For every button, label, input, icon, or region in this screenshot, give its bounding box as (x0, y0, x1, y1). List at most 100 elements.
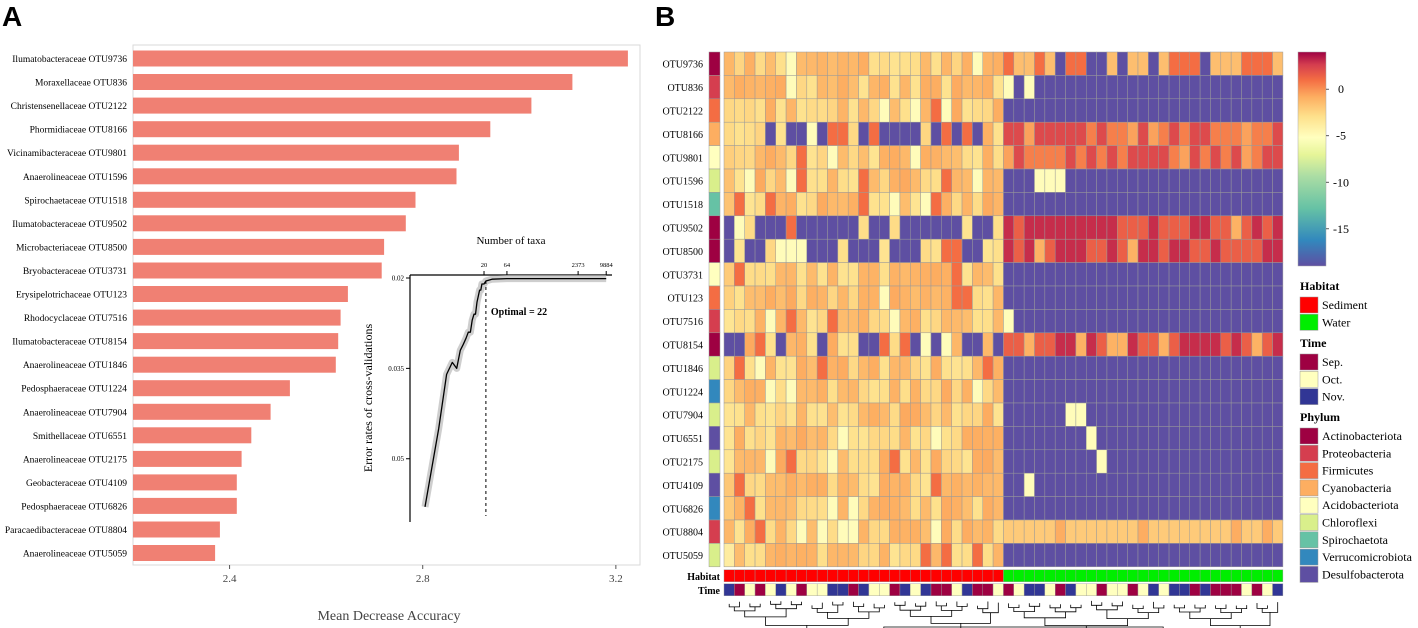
heatmap-cell (899, 543, 911, 568)
heatmap-cell (1096, 355, 1108, 380)
heatmap-cell (775, 309, 787, 334)
colorbar-tick-label: -10 (1333, 175, 1349, 189)
heatmap-cell (1168, 309, 1180, 334)
heatmap-cell (972, 215, 984, 240)
bar-category-label: Bryobacteraceae OTU3731 (23, 267, 127, 277)
heatmap-cell (951, 472, 963, 497)
time-annotation-cell (1137, 583, 1149, 596)
bar-category-label: Vicinamibacteraceae OTU9801 (7, 149, 127, 159)
heatmap-cell (858, 98, 870, 123)
habitat-annotation-cell (1003, 569, 1015, 582)
heatmap-cell (754, 309, 766, 334)
heatmap-cell (972, 285, 984, 310)
row-phylum-annotation (708, 121, 721, 146)
heatmap-cell (1168, 285, 1180, 310)
heatmap-cell (1013, 51, 1025, 76)
heatmap-cell (1199, 192, 1211, 217)
heatmap-cell (1220, 262, 1232, 287)
heatmap-cell (1034, 75, 1046, 100)
heatmap-cell (1044, 121, 1056, 146)
importance-bar (133, 97, 532, 114)
heatmap-cell (754, 355, 766, 380)
dendrogram-branch (790, 601, 802, 606)
panel-b: B OTU9736 OTU836 OTU2122 OTU8166 OTU9801 OTU15… (655, 1, 1284, 628)
heatmap-cell (920, 496, 932, 521)
heatmap-cell (1013, 75, 1025, 100)
heatmap-cell (1210, 402, 1222, 427)
heatmap-cell (972, 472, 984, 497)
heatmap-cell (796, 215, 808, 240)
heatmap-cell (1230, 75, 1242, 100)
heatmap-cell (858, 215, 870, 240)
heatmap-cell (796, 145, 808, 170)
heatmap-cell (858, 121, 870, 146)
heatmap-cell (910, 355, 921, 380)
heatmap-cell (1044, 168, 1056, 193)
heatmap-cell (920, 309, 932, 334)
heatmap-cell (1137, 168, 1149, 193)
heatmap-cell (889, 215, 901, 240)
heatmap-cell (899, 496, 911, 521)
inset-top-axis-title: Number of taxa (476, 235, 545, 247)
time-annotation-cell (754, 583, 766, 596)
heatmap-cell (827, 543, 839, 568)
heatmap-cell (1220, 496, 1232, 521)
heatmap-cell (837, 51, 849, 76)
phylum-legend-swatch (1299, 548, 1319, 566)
heatmap-cell (1096, 543, 1108, 568)
heatmap-cell (837, 543, 849, 568)
heatmap-cell (734, 98, 745, 123)
habitat-annotation-cell (1127, 569, 1139, 582)
heatmap-cell (858, 379, 870, 404)
heatmap-cell (1065, 238, 1077, 263)
heatmap-cell (1137, 98, 1149, 123)
heatmap-cell (1199, 98, 1211, 123)
heatmap-cell (1075, 355, 1087, 380)
heatmap-cell (961, 192, 973, 217)
heatmap-cell (744, 262, 756, 287)
heatmap-cell (1044, 543, 1056, 568)
heatmap-row-label: OTU8804 (662, 528, 703, 539)
heatmap-cell (1044, 449, 1056, 474)
habitat-annotation-cell (1148, 569, 1159, 582)
heatmap-cell (1034, 98, 1046, 123)
heatmap-cell (1003, 215, 1015, 240)
row-phylum-annotation (708, 215, 721, 240)
heatmap-cell (796, 75, 808, 100)
heatmap-cell (868, 145, 880, 170)
heatmap-cell (879, 51, 890, 76)
heatmap-cell (754, 496, 766, 521)
heatmap-cell (1261, 75, 1273, 100)
heatmap-cell (868, 355, 880, 380)
heatmap-cell (723, 145, 735, 170)
heatmap-cell (744, 426, 756, 451)
heatmap-cell (1251, 449, 1263, 474)
time-annotation-cell (1096, 583, 1108, 596)
bar-category-label: Anaerolineaceae OTU2175 (23, 455, 127, 465)
heatmap-cell (1148, 121, 1159, 146)
heatmap-cell (941, 238, 952, 263)
phylum-legend-label: Actinobacteriota (1322, 429, 1403, 443)
heatmap-cell (765, 543, 777, 568)
heatmap-cell (889, 309, 901, 334)
phylum-legend-label: Cyanobacteria (1322, 481, 1392, 495)
heatmap-cell (1168, 215, 1180, 240)
heatmap-cell (1272, 332, 1284, 357)
heatmap-cell (1044, 472, 1056, 497)
heatmap-cell (899, 262, 911, 287)
heatmap-cell (951, 285, 963, 310)
heatmap-cell (1054, 543, 1066, 568)
heatmap-cell (992, 238, 1004, 263)
heatmap-cell (765, 402, 777, 427)
heatmap-cell (806, 309, 818, 334)
importance-bar (133, 286, 348, 302)
heatmap-cell (889, 238, 901, 263)
heatmap-cell (734, 121, 745, 146)
heatmap-cell (1251, 472, 1263, 497)
time-row-label: Time (698, 586, 721, 597)
heatmap-cell (961, 238, 973, 263)
heatmap-cell (972, 121, 984, 146)
heatmap-cell (816, 238, 828, 263)
heatmap-cell (972, 168, 984, 193)
heatmap-cell (1106, 355, 1118, 380)
